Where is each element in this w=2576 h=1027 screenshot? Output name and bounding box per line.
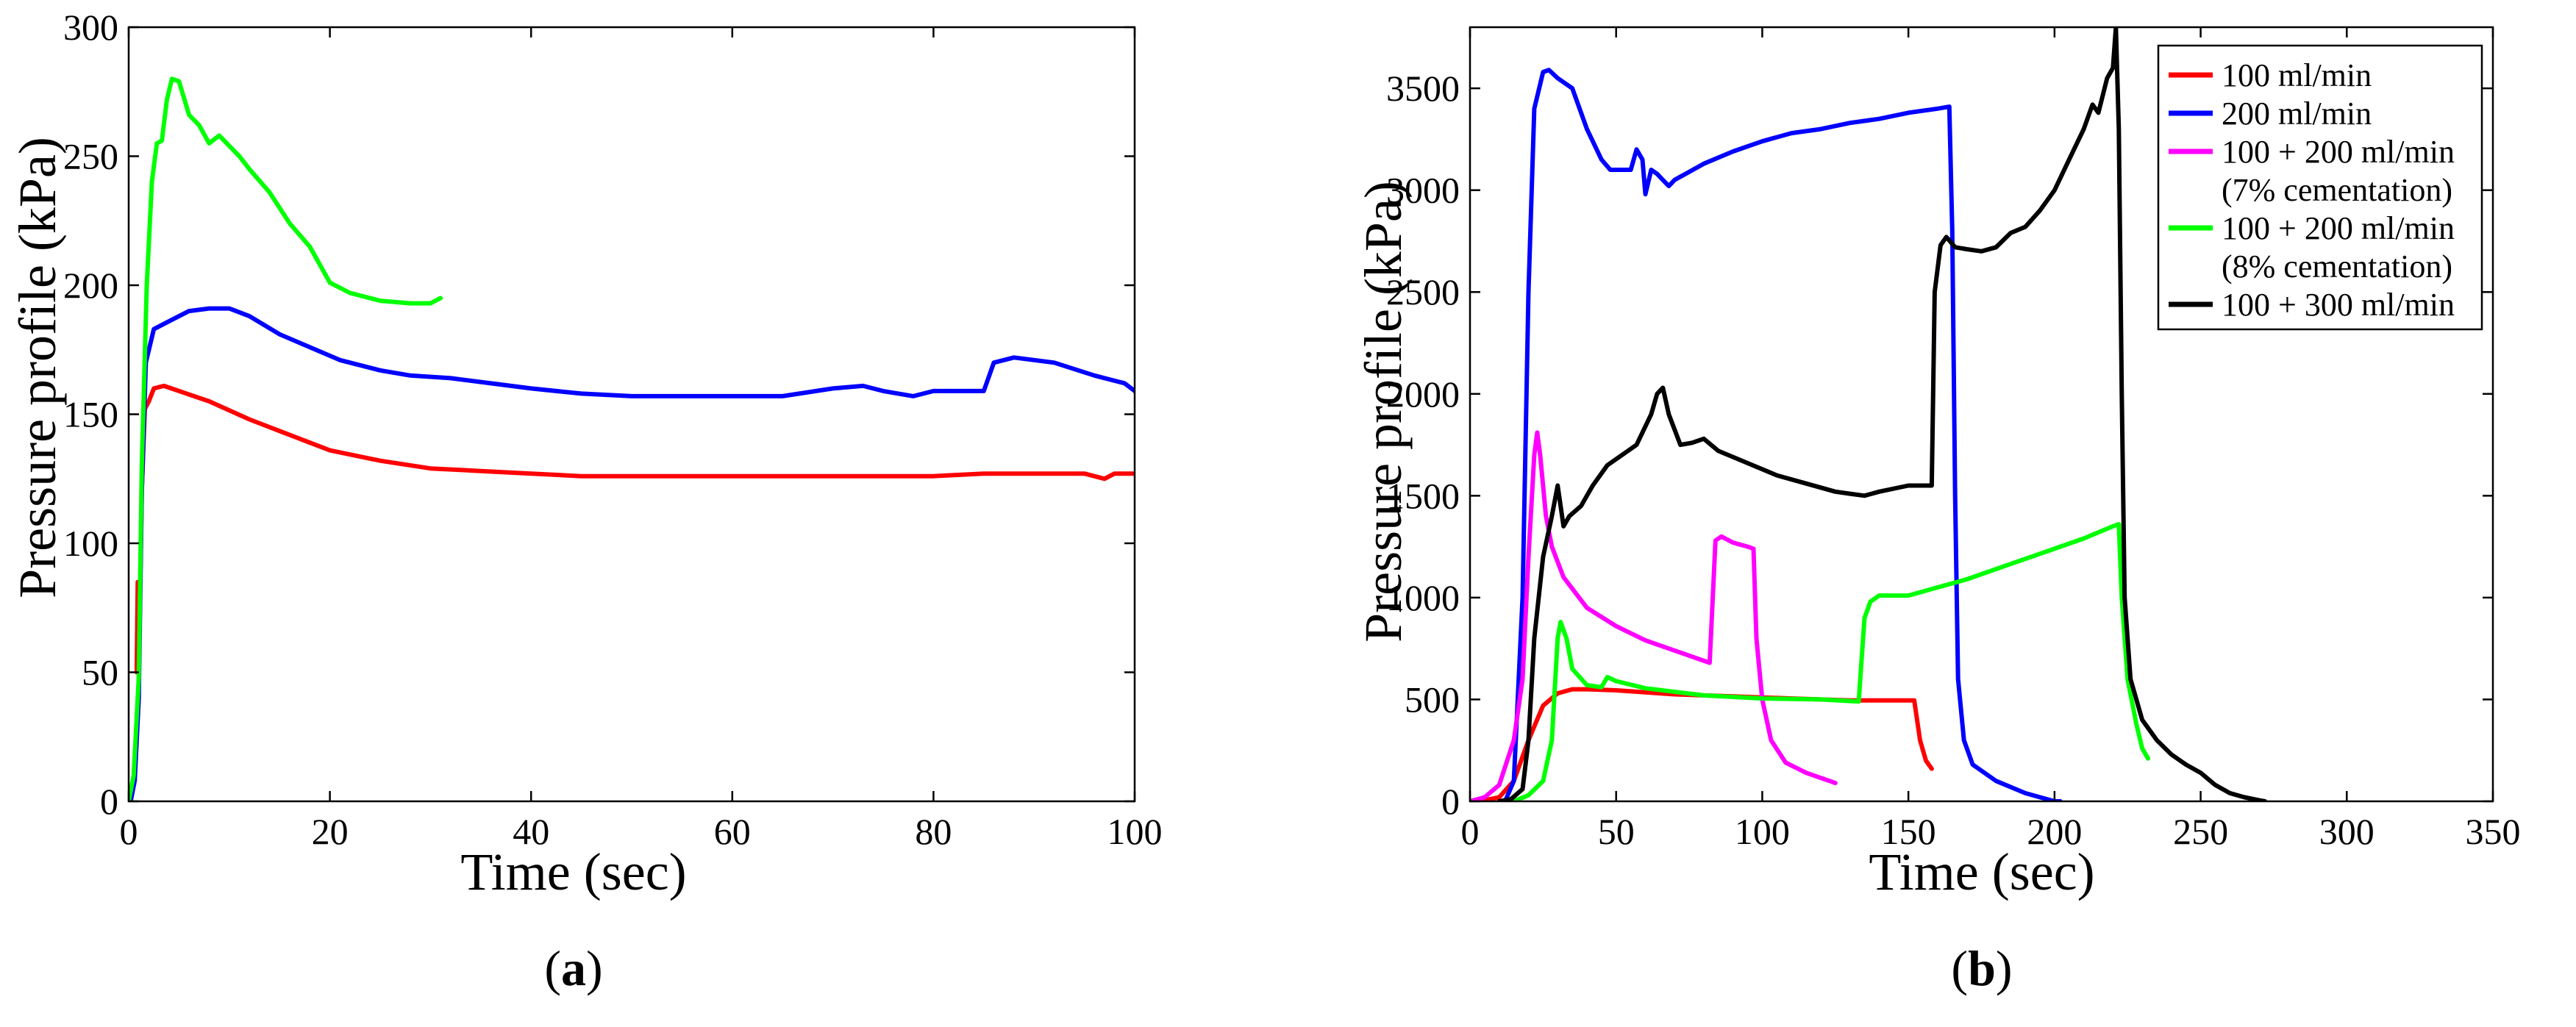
series-line-2 (1502, 68, 2063, 801)
panel-letter: a (561, 940, 586, 996)
series-line-4 (1511, 522, 2150, 801)
legend-label: 100 + 300 ml/min (2222, 287, 2455, 323)
panel-b-ylabel: Pressure profile (kPa) (1354, 181, 1413, 643)
y-tick-label: 2000 (1386, 373, 1460, 415)
panel-letter: b (1968, 940, 1996, 996)
series-line-2 (129, 306, 1135, 801)
y-tick-label: 500 (1405, 679, 1460, 720)
y-tick-label: 2500 (1386, 271, 1460, 312)
series-line-5 (1496, 27, 2267, 801)
x-tick-label: 0 (120, 811, 138, 852)
chart-panel-a: Pressure profile (kPa) Time (sec) (a) 0 2… (8, 7, 1163, 996)
legend-label: 100 + 200 ml/min (7% cementation) (2222, 134, 2455, 208)
x-tick-label: 40 (513, 811, 549, 852)
legend-label: 200 ml/min (2222, 96, 2372, 132)
panel-b-caption: (b) (1951, 940, 2012, 996)
y-tick-label: 0 (100, 781, 118, 822)
panel-b-xlabel: Time (sec) (1869, 842, 2094, 901)
x-tick-label: 350 (2466, 811, 2521, 852)
y-tick-label: 0 (1441, 781, 1460, 822)
y-tick-label: 100 (63, 523, 118, 564)
x-tick-label: 80 (915, 811, 952, 852)
x-tick-label: 50 (1598, 811, 1635, 852)
legend-box (2157, 44, 2483, 331)
legend-label: 100 ml/min (2222, 57, 2372, 93)
chart-panel-b: Pressure profile (kPa) Time (sec) (b) 0 5… (1354, 26, 2521, 996)
x-tick-label: 300 (2319, 811, 2375, 852)
series-group (129, 76, 1135, 801)
y-tick-label: 250 (63, 136, 118, 177)
panel-a-ylabel: Pressure profile (kPa) (8, 137, 67, 598)
y-tick-label: 300 (63, 7, 118, 48)
series-line-1 (1470, 687, 1934, 801)
panel-a-caption: (a) (544, 940, 602, 996)
y-tick-label: 3000 (1386, 170, 1460, 211)
series-line-3 (129, 76, 443, 801)
x-tick-label: 250 (2173, 811, 2228, 852)
x-tick-label: 200 (2027, 811, 2082, 852)
legend-label: 100 + 200 ml/min (8% cementation) (2222, 210, 2455, 285)
y-tick-label: 50 (82, 652, 118, 693)
axis-frame (127, 26, 1136, 803)
panel-a-xlabel: Time (sec) (460, 842, 686, 901)
x-tick-label: 150 (1881, 811, 1936, 852)
x-tick-label: 60 (714, 811, 751, 852)
x-tick-label: 0 (1461, 811, 1480, 852)
series-group (1470, 27, 2267, 801)
y-tick-label: 1000 (1386, 577, 1460, 618)
y-tick-label: 3500 (1386, 68, 1460, 109)
series-line-3 (1470, 430, 1838, 801)
x-tick-label: 20 (312, 811, 349, 852)
axis-frame (1469, 26, 2494, 803)
y-tick-label: 150 (63, 394, 118, 435)
series-line-1 (134, 383, 1135, 675)
y-tick-label: 200 (63, 265, 118, 306)
x-tick-label: 100 (1735, 811, 1790, 852)
x-tick-label: 100 (1107, 811, 1163, 852)
y-tick-label: 1500 (1386, 475, 1460, 516)
